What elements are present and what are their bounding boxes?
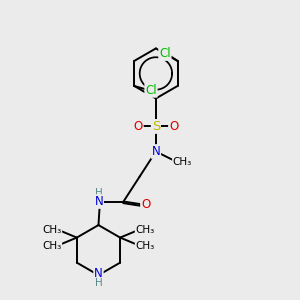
Text: O: O — [134, 120, 143, 133]
Text: H: H — [94, 278, 102, 288]
Text: N: N — [94, 267, 103, 280]
Text: CH₃: CH₃ — [136, 225, 155, 235]
Text: N: N — [94, 195, 103, 208]
Text: CH₃: CH₃ — [173, 158, 192, 167]
Text: N: N — [152, 145, 160, 158]
Text: O: O — [169, 120, 178, 133]
Text: O: O — [141, 198, 150, 211]
Text: S: S — [152, 120, 160, 133]
Text: Cl: Cl — [159, 47, 171, 60]
Text: H: H — [95, 188, 103, 198]
Text: CH₃: CH₃ — [136, 241, 155, 250]
Text: Cl: Cl — [145, 84, 157, 97]
Text: CH₃: CH₃ — [42, 225, 62, 235]
Text: CH₃: CH₃ — [42, 241, 62, 250]
